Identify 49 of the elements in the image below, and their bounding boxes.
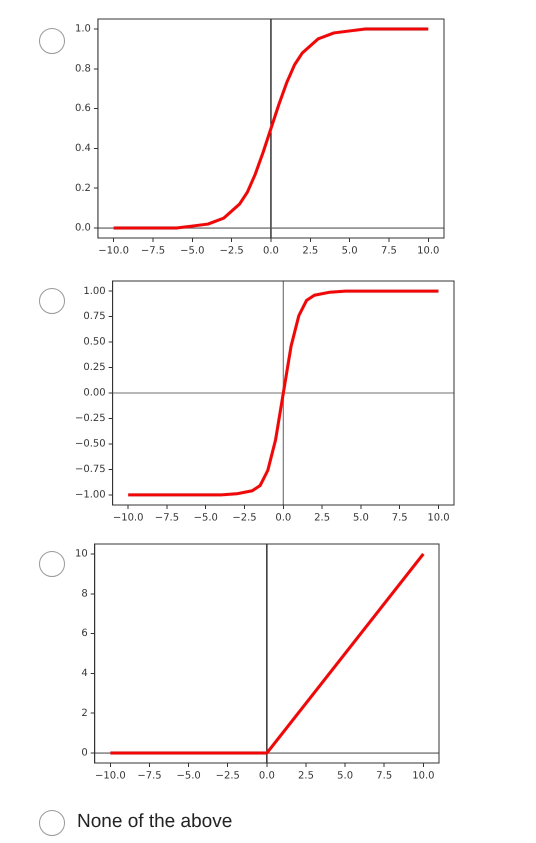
x-tick-label: −10.0: [98, 246, 129, 257]
x-tick-label: −7.5: [154, 512, 180, 524]
x-tick-label: 10.0: [412, 770, 434, 782]
y-tick-label: 0.0: [74, 222, 91, 234]
x-tick-label: 7.5: [380, 246, 397, 257]
x-tick-label: 2.5: [314, 512, 330, 524]
y-tick-label: 1.00: [83, 286, 106, 297]
x-tick-label: 2.5: [298, 770, 314, 782]
y-tick-label: 0: [81, 748, 88, 759]
x-tick-label: 10.0: [427, 512, 450, 524]
x-tick-label: 5.0: [337, 770, 354, 782]
y-tick-label: −0.50: [74, 438, 106, 450]
y-tick-label: 8: [81, 588, 88, 600]
x-tick-label: 0.0: [263, 246, 279, 257]
x-tick-label: −7.5: [140, 246, 166, 257]
y-tick-label: 0.75: [83, 311, 106, 322]
y-tick-label: −1.00: [74, 489, 106, 500]
x-tick-label: 0.0: [258, 770, 275, 782]
x-tick-label: −2.5: [216, 770, 240, 782]
y-tick-label: 6: [81, 628, 88, 640]
x-tick-label: 0.0: [275, 512, 292, 524]
x-tick-label: −5.0: [194, 512, 218, 524]
x-tick-label: 5.0: [352, 512, 369, 524]
y-tick-label: −0.75: [74, 464, 106, 475]
y-tick-label: 0.25: [83, 362, 106, 374]
x-tick-label: 2.5: [302, 246, 318, 257]
x-tick-label: 7.5: [376, 770, 392, 782]
x-tick-label: −7.5: [137, 770, 162, 782]
x-tick-label: 5.0: [342, 246, 358, 257]
x-tick-label: 10.0: [417, 246, 440, 257]
y-tick-label: 4: [81, 668, 88, 680]
y-tick-label: 0.6: [74, 103, 91, 114]
x-tick-label: −10.0: [112, 512, 144, 524]
y-tick-label: 0.2: [74, 182, 91, 194]
y-tick-label: 0.50: [83, 336, 106, 348]
y-tick-label: 0.4: [74, 143, 91, 154]
y-tick-label: −0.25: [74, 413, 106, 424]
x-tick-label: −2.5: [219, 246, 244, 257]
x-tick-label: −10.0: [95, 770, 126, 782]
x-tick-label: 7.5: [392, 512, 408, 524]
y-tick-label: 0.8: [74, 63, 91, 74]
x-tick-label: −5.0: [180, 246, 204, 257]
y-tick-label: 1.0: [74, 24, 91, 35]
y-tick-label: 2: [81, 708, 88, 719]
y-tick-label: 0.00: [83, 388, 106, 399]
text: None of the above: [77, 811, 232, 833]
x-tick-label: −2.5: [232, 512, 257, 524]
y-tick-label: 10: [74, 548, 88, 560]
x-tick-label: −5.0: [176, 770, 201, 782]
